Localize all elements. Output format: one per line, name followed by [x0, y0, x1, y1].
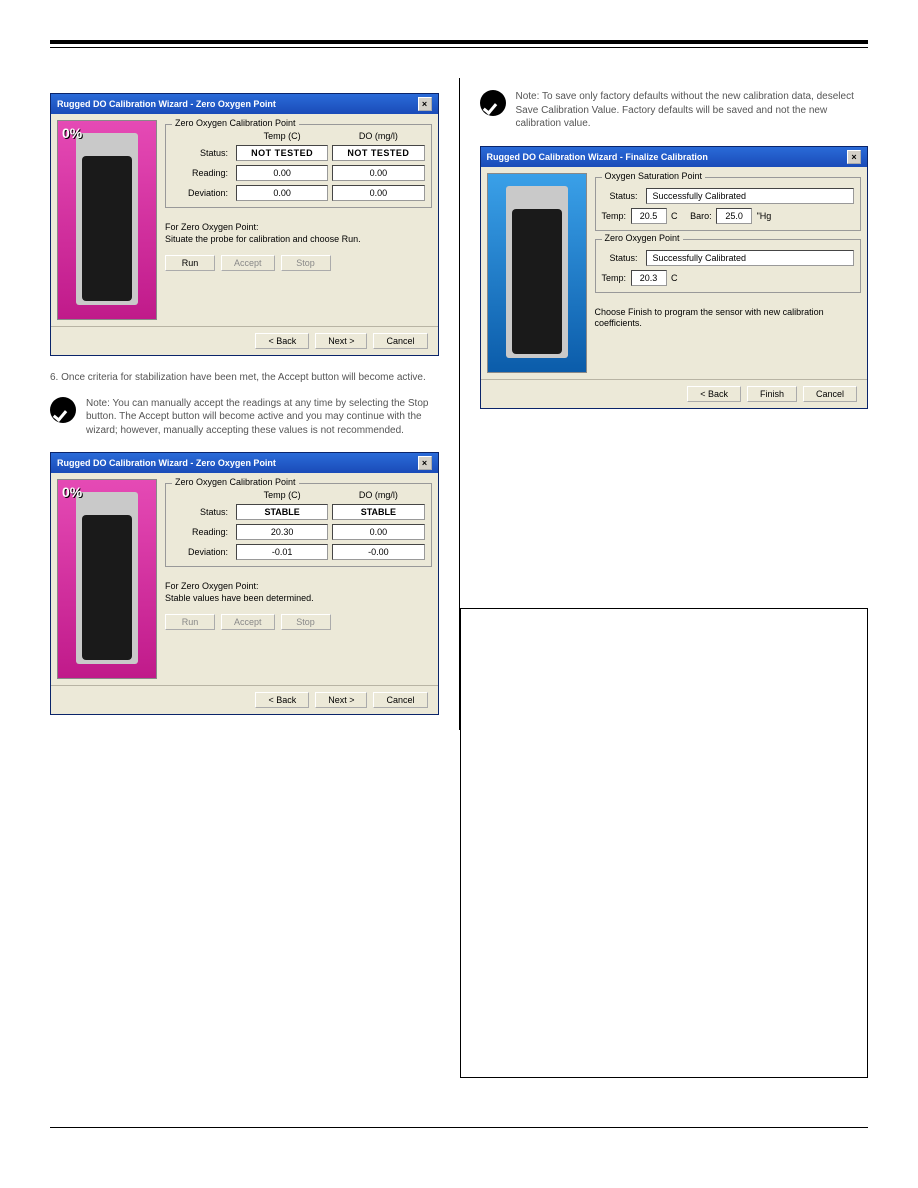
- deviation-do-value: 0.00: [332, 185, 424, 201]
- status-temp-value: NOT TESTED: [236, 145, 328, 161]
- deviation-temp-value: -0.01: [236, 544, 328, 560]
- temp-unit: C: [671, 211, 678, 221]
- instruction-text: For Zero Oxygen Point: Stable values hav…: [165, 581, 432, 604]
- reading-do-value: 0.00: [332, 165, 424, 181]
- back-button[interactable]: < Back: [255, 692, 309, 708]
- group-title: Zero Oxygen Calibration Point: [172, 118, 299, 128]
- temp-header: Temp (C): [236, 490, 328, 500]
- baro-value: 25.0: [716, 208, 752, 224]
- checkmark-icon: [50, 397, 76, 423]
- deviation-temp-value: 0.00: [236, 185, 328, 201]
- temp-header: Temp (C): [236, 131, 328, 141]
- dialog-title: Rugged DO Calibration Wizard - Finalize …: [487, 152, 708, 162]
- zero-oxygen-group: Zero Oxygen Point Status: Successfully C…: [595, 239, 862, 293]
- status-value: Successfully Calibrated: [646, 188, 855, 204]
- finish-instruction: Choose Finish to program the sensor with…: [595, 307, 862, 330]
- titlebar: Rugged DO Calibration Wizard - Finalize …: [481, 147, 868, 167]
- percent-label: 0%: [62, 125, 82, 141]
- temp-value: 20.3: [631, 270, 667, 286]
- baro-unit: "Hg: [757, 211, 772, 221]
- back-button[interactable]: < Back: [687, 386, 741, 402]
- run-button[interactable]: Run: [165, 255, 215, 271]
- checkmark-icon: [480, 90, 506, 116]
- close-icon[interactable]: ×: [847, 150, 861, 164]
- status-label: Status:: [172, 148, 232, 158]
- temp-label: Temp:: [602, 211, 627, 221]
- zero-oxygen-group: Zero Oxygen Calibration Point Temp (C) D…: [165, 124, 432, 208]
- next-button[interactable]: Next >: [315, 333, 367, 349]
- stop-button[interactable]: Stop: [281, 614, 331, 630]
- status-value: Successfully Calibrated: [646, 250, 855, 266]
- reading-do-value: 0.00: [332, 524, 424, 540]
- probe-illustration: 0%: [57, 120, 157, 320]
- reading-temp-value: 0.00: [236, 165, 328, 181]
- deviation-label: Deviation:: [172, 547, 232, 557]
- run-button[interactable]: Run: [165, 614, 215, 630]
- temp-unit: C: [671, 273, 678, 283]
- note-text-right: Note: To save only factory defaults with…: [516, 90, 869, 131]
- do-header: DO (mg/l): [332, 490, 424, 500]
- back-button[interactable]: < Back: [255, 333, 309, 349]
- stop-button[interactable]: Stop: [281, 255, 331, 271]
- instruction-text: For Zero Oxygen Point: Situate the probe…: [165, 222, 432, 245]
- status-label: Status:: [602, 191, 642, 201]
- status-do-value: NOT TESTED: [332, 145, 424, 161]
- titlebar: Rugged DO Calibration Wizard - Zero Oxyg…: [51, 94, 438, 114]
- reading-label: Reading:: [172, 527, 232, 537]
- close-icon[interactable]: ×: [418, 97, 432, 111]
- page-header-rule-thick: [50, 40, 868, 44]
- status-label: Status:: [602, 253, 642, 263]
- zero-oxygen-group: Zero Oxygen Calibration Point Temp (C) D…: [165, 483, 432, 567]
- group-title: Oxygen Saturation Point: [602, 171, 706, 181]
- reading-label: Reading:: [172, 168, 232, 178]
- status-label: Status:: [172, 507, 232, 517]
- baro-label: Baro:: [690, 211, 712, 221]
- accept-button[interactable]: Accept: [221, 255, 275, 271]
- temp-label: Temp:: [602, 273, 627, 283]
- cancel-button[interactable]: Cancel: [373, 333, 427, 349]
- deviation-do-value: -0.00: [332, 544, 424, 560]
- next-button[interactable]: Next >: [315, 692, 367, 708]
- temp-value: 20.5: [631, 208, 667, 224]
- status-do-value: STABLE: [332, 504, 424, 520]
- empty-content-box: [460, 608, 868, 1078]
- page-header-rule-thin: [50, 47, 868, 48]
- dialog-title: Rugged DO Calibration Wizard - Zero Oxyg…: [57, 99, 276, 109]
- dialog-zero-oxygen-not-tested: Rugged DO Calibration Wizard - Zero Oxyg…: [50, 93, 439, 356]
- dialog-zero-oxygen-stable: Rugged DO Calibration Wizard - Zero Oxyg…: [50, 452, 439, 715]
- page-footer-rule: [50, 1127, 868, 1128]
- close-icon[interactable]: ×: [418, 456, 432, 470]
- oxygen-saturation-group: Oxygen Saturation Point Status: Successf…: [595, 177, 862, 231]
- dialog-title: Rugged DO Calibration Wizard - Zero Oxyg…: [57, 458, 276, 468]
- probe-illustration: [487, 173, 587, 373]
- deviation-label: Deviation:: [172, 188, 232, 198]
- probe-illustration: 0%: [57, 479, 157, 679]
- dialog-finalize-calibration: Rugged DO Calibration Wizard - Finalize …: [480, 146, 869, 409]
- cancel-button[interactable]: Cancel: [373, 692, 427, 708]
- titlebar: Rugged DO Calibration Wizard - Zero Oxyg…: [51, 453, 438, 473]
- accept-button[interactable]: Accept: [221, 614, 275, 630]
- group-title: Zero Oxygen Calibration Point: [172, 477, 299, 487]
- reading-temp-value: 20.30: [236, 524, 328, 540]
- status-temp-value: STABLE: [236, 504, 328, 520]
- cancel-button[interactable]: Cancel: [803, 386, 857, 402]
- percent-label: 0%: [62, 484, 82, 500]
- note-text-left: Note: You can manually accept the readin…: [86, 397, 439, 438]
- step-6-text: 6. Once criteria for stabilization have …: [50, 371, 439, 385]
- group-title: Zero Oxygen Point: [602, 233, 683, 243]
- finish-button[interactable]: Finish: [747, 386, 797, 402]
- do-header: DO (mg/l): [332, 131, 424, 141]
